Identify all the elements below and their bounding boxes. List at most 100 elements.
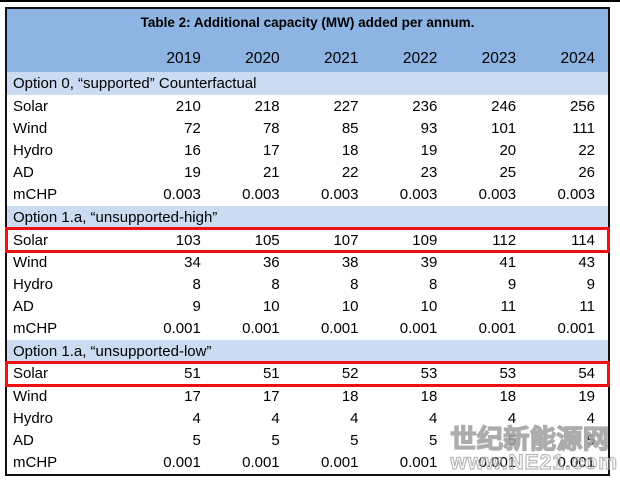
value-cell: 0.003 xyxy=(163,186,201,204)
value-cell: 11 xyxy=(579,298,595,316)
value-cell: 16 xyxy=(184,141,201,159)
table-title: Table 2: Additional capacity (MW) added … xyxy=(7,9,608,46)
value-cell: 236 xyxy=(412,97,438,115)
value-cell: 8 xyxy=(271,275,280,293)
value-cell: 0.003 xyxy=(399,186,438,204)
value-cell: 22 xyxy=(341,164,359,182)
value-cell: 0.003 xyxy=(242,186,280,204)
value-cell: 9 xyxy=(192,298,201,316)
value-cell: 4 xyxy=(586,409,595,427)
table-sections: Option 0, “supported” Counterfactual Sola… xyxy=(5,72,610,474)
value-cell: 0.001 xyxy=(242,454,280,472)
value-cell: 105 xyxy=(254,231,280,249)
value-cell: 4 xyxy=(192,409,201,427)
value-cell: 218 xyxy=(254,97,280,115)
value-cell: 18 xyxy=(499,387,517,405)
value-cell: 26 xyxy=(578,164,595,182)
value-cell: 8 xyxy=(350,275,359,293)
row-label: AD xyxy=(13,164,34,182)
table-row: Wind 72 78 85 93 101 111 xyxy=(7,117,608,140)
table-row: mCHP 0.001 0.001 0.001 0.001 0.001 0.001 xyxy=(7,451,608,474)
row-label: AD xyxy=(13,298,34,316)
value-cell: 246 xyxy=(491,97,517,115)
table-row: Hydro 4 4 4 4 4 4 xyxy=(7,407,608,430)
value-cell: 39 xyxy=(420,253,438,271)
year-header-2023: 2023 xyxy=(481,50,517,67)
value-cell: 53 xyxy=(420,365,438,383)
year-header-row: 2019 2020 2021 2022 2023 2024 xyxy=(7,46,608,72)
value-cell: 4 xyxy=(271,409,280,427)
table-row: AD 9 10 10 10 11 11 xyxy=(7,295,608,318)
value-cell: 11 xyxy=(500,298,517,316)
value-cell: 18 xyxy=(341,141,359,159)
value-cell: 227 xyxy=(333,97,359,115)
year-header-2021: 2021 xyxy=(324,50,359,67)
table-row: Solar 210 218 227 236 246 256 xyxy=(7,95,608,118)
row-label: mCHP xyxy=(13,454,58,472)
value-cell: 23 xyxy=(420,164,438,182)
value-cell: 10 xyxy=(262,298,280,316)
value-cell: 19 xyxy=(420,141,438,159)
value-cell: 9 xyxy=(586,275,595,293)
value-cell: 20 xyxy=(499,141,517,159)
value-cell: 21 xyxy=(262,164,280,182)
table-row: AD 19 21 22 23 25 26 xyxy=(7,161,608,184)
row-label: Solar xyxy=(13,97,49,115)
value-cell: 8 xyxy=(428,275,438,293)
value-cell: 256 xyxy=(569,97,595,115)
value-cell: 10 xyxy=(341,298,359,316)
value-cell: 93 xyxy=(420,119,438,137)
value-cell: 109 xyxy=(412,231,438,249)
value-cell: 52 xyxy=(341,365,359,383)
value-cell: 0.001 xyxy=(242,320,280,338)
value-cell: 78 xyxy=(262,119,280,137)
year-header-2020: 2020 xyxy=(245,50,280,67)
row-label: Wind xyxy=(13,119,48,137)
value-cell: 0.001 xyxy=(320,320,359,338)
value-cell: 112 xyxy=(492,231,517,249)
value-cell: 17 xyxy=(262,141,280,159)
value-cell: 53 xyxy=(499,365,517,383)
value-cell: 0.003 xyxy=(557,186,595,204)
table-row-highlighted: Solar 103 105 107 109 112 114 xyxy=(5,226,610,254)
table-row: Wind 17 17 18 18 18 19 xyxy=(7,385,608,408)
section-header-1: Option 1.a, “unsupported-high” xyxy=(7,205,608,229)
value-cell: 4 xyxy=(428,409,438,427)
year-header-2019: 2019 xyxy=(166,50,201,67)
value-cell: 0.003 xyxy=(320,186,359,204)
value-cell: 0.001 xyxy=(399,320,438,338)
value-cell: 43 xyxy=(578,253,595,271)
row-label: mCHP xyxy=(13,320,58,338)
section-header-0: Option 0, “supported” Counterfactual xyxy=(7,72,608,95)
value-cell: 107 xyxy=(333,231,359,249)
value-cell: 114 xyxy=(571,231,595,249)
value-cell: 18 xyxy=(420,387,438,405)
table-row: mCHP 0.001 0.001 0.001 0.001 0.001 0.001 xyxy=(7,317,608,340)
top-rule-divider xyxy=(0,0,620,2)
value-cell: 17 xyxy=(184,387,201,405)
value-cell: 36 xyxy=(262,253,280,271)
value-cell: 0.001 xyxy=(399,454,438,472)
value-cell: 38 xyxy=(341,253,359,271)
value-cell: 54 xyxy=(578,365,595,383)
value-cell: 210 xyxy=(175,97,201,115)
value-cell: 17 xyxy=(262,387,280,405)
value-cell: 0.001 xyxy=(163,320,201,338)
value-cell: 22 xyxy=(578,141,595,159)
row-label: mCHP xyxy=(13,186,58,204)
value-cell: 0.001 xyxy=(478,454,517,472)
value-cell: 5 xyxy=(271,432,280,450)
value-cell: 0.001 xyxy=(557,320,595,338)
section-header-2: Option 1.a, “unsupported-low” xyxy=(7,339,608,363)
value-cell: 51 xyxy=(262,365,280,383)
row-label: Hydro xyxy=(13,409,54,427)
value-cell: 41 xyxy=(499,253,517,271)
table-row: Wind 34 36 38 39 41 43 xyxy=(7,251,608,274)
row-label: Hydro xyxy=(13,275,54,293)
row-label: Hydro xyxy=(13,141,54,159)
table-row: mCHP 0.003 0.003 0.003 0.003 0.003 0.003 xyxy=(7,183,608,206)
row-label: Solar xyxy=(13,365,49,383)
row-label: Wind xyxy=(13,387,48,405)
value-cell: 0.001 xyxy=(320,454,359,472)
value-cell: 5 xyxy=(350,432,359,450)
